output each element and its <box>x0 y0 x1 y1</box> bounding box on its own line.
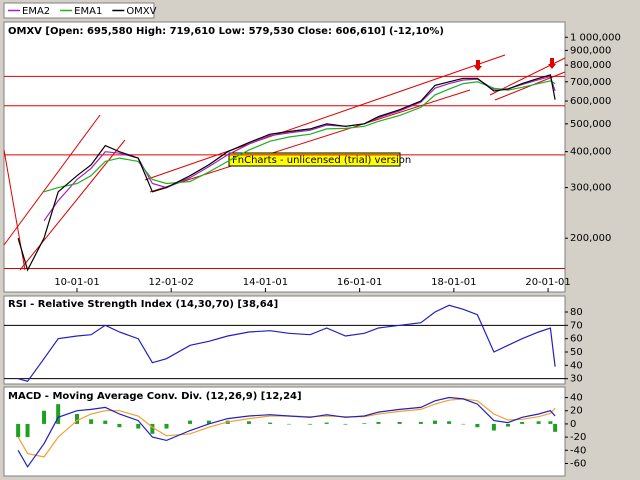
histogram-bar <box>447 421 452 424</box>
y-tick-label: 300,000 <box>570 183 611 194</box>
histogram-bar <box>42 410 47 424</box>
histogram-bar <box>461 423 466 425</box>
histogram-bar <box>89 419 94 424</box>
x-tick-label: 20-01-01 <box>525 277 570 288</box>
legend-label: OMXV <box>126 6 156 17</box>
histogram-bar <box>376 421 381 424</box>
y-tick-label: 40 <box>570 393 583 404</box>
y-tick-label: -20 <box>570 432 586 443</box>
watermark: FnCharts - unlicensed (trial) version <box>232 155 411 166</box>
y-tick-label: 700,000 <box>570 77 611 88</box>
histogram-bar <box>362 423 367 424</box>
series-line <box>17 396 556 468</box>
series-line <box>17 74 556 272</box>
x-tick-label: 16-01-01 <box>337 277 382 288</box>
y-tick-label: -60 <box>570 458 586 469</box>
signal-arrows <box>474 58 556 71</box>
y-tick-label: 20 <box>570 406 583 417</box>
histogram-bar <box>397 421 402 424</box>
y-tick-label: 50 <box>570 347 583 358</box>
x-tick-label: 10-01-01 <box>54 277 99 288</box>
y-tick-label: 400,000 <box>570 147 611 158</box>
x-tick-label: 14-01-01 <box>243 277 288 288</box>
series-line <box>17 304 556 382</box>
histogram-bar <box>520 421 525 424</box>
histogram-bar <box>506 423 511 427</box>
histogram-bar <box>150 423 155 434</box>
x-tick-label: 18-01-01 <box>431 277 476 288</box>
histogram-bar <box>117 423 122 428</box>
histogram-bar <box>324 422 329 424</box>
histogram-bar <box>432 420 437 424</box>
legend: EMA2 EMA1 OMXV <box>3 2 157 19</box>
y-tick-label: 600,000 <box>570 96 611 107</box>
y-tick-label: -40 <box>570 445 586 456</box>
histogram-bar <box>164 423 169 429</box>
y-tick-label: 80 <box>570 307 583 318</box>
y-tick-label: 200,000 <box>570 233 611 244</box>
watermark-box <box>228 152 401 167</box>
macd-title: MACD - Moving Average Conv. Div. (12,26,… <box>8 391 302 402</box>
histogram-bar <box>491 423 496 431</box>
histogram-bar <box>418 421 423 424</box>
y-tick-label: 40 <box>570 360 583 371</box>
histogram-bar <box>103 420 108 424</box>
y-tick-label: 30 <box>570 374 583 385</box>
y-tick-label: 500,000 <box>570 119 611 130</box>
histogram-bar <box>286 423 291 425</box>
histogram-bar <box>475 423 480 428</box>
histogram-bar <box>136 423 141 429</box>
histogram-bar <box>188 420 193 424</box>
histogram-bar <box>548 421 553 424</box>
y-tick-label: 800,000 <box>570 60 611 71</box>
histogram-bar <box>536 421 541 424</box>
y-tick-label: 1 000,000 <box>570 32 621 43</box>
histogram-bar <box>16 423 21 438</box>
y-tick-label: 0 <box>570 419 576 430</box>
legend-label: EMA1 <box>74 6 102 17</box>
legend-box <box>3 2 155 19</box>
legend-label: EMA2 <box>22 6 50 17</box>
price-title: OMXV [Open: 695,580 High: 719,610 Low: 5… <box>8 26 444 37</box>
histogram-bar <box>206 420 211 424</box>
series-line <box>43 80 556 193</box>
histogram-bar <box>246 421 251 424</box>
histogram-bar <box>75 414 80 424</box>
histogram-bar <box>25 423 30 438</box>
y-tick-label: 70 <box>570 320 583 331</box>
y-tick-label: 900,000 <box>570 45 611 56</box>
histogram-bar <box>268 422 273 424</box>
x-tick-label: 12-01-02 <box>149 277 194 288</box>
rsi-title: RSI - Relative Strength Index (14,30,70)… <box>8 299 278 310</box>
y-tick-label: 60 <box>570 334 583 345</box>
histogram-bar <box>56 404 61 424</box>
histogram-bar <box>343 423 348 425</box>
histogram-bar <box>553 423 558 432</box>
rsi-panel <box>3 295 566 385</box>
histogram-bar <box>308 423 313 425</box>
